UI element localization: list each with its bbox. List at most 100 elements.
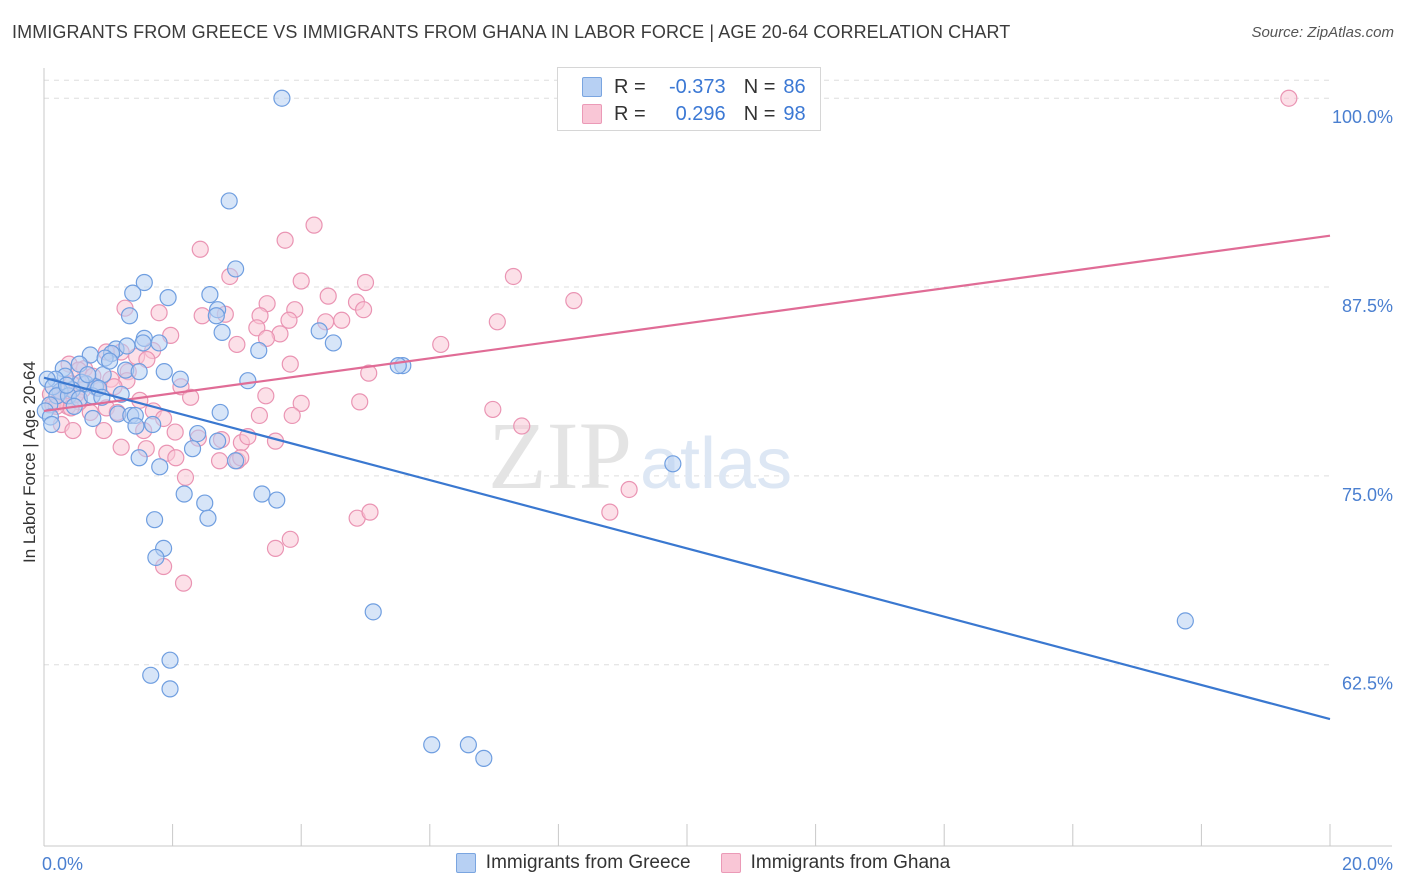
greece-point [189, 424, 207, 443]
ghana-point [484, 400, 502, 419]
greece-point [201, 286, 219, 304]
series-legend: Immigrants from Greece Immigrants from G… [0, 852, 1406, 874]
ghana-point [174, 574, 193, 592]
ghana-points [41, 89, 1298, 592]
ghana-point [283, 406, 301, 425]
ghana-point [292, 272, 310, 290]
chart-title: IMMIGRANTS FROM GREECE VS IMMIGRANTS FRO… [12, 22, 1011, 42]
ghana-point [292, 394, 310, 412]
greece-points [36, 89, 1194, 767]
greece-point [268, 491, 286, 509]
greece-point [250, 341, 268, 360]
greece-point [151, 458, 169, 476]
greece-point [150, 334, 168, 352]
watermark-zip: ZIP [488, 402, 632, 509]
ghana-point [281, 355, 299, 373]
greece-r-value: -0.373 [668, 75, 726, 98]
greece-r-label: R = [614, 75, 646, 98]
greece-point [475, 749, 493, 767]
greece-point [145, 511, 164, 529]
ghana-point [266, 539, 285, 557]
legend-item-ghana[interactable]: Immigrants from Ghana [720, 852, 950, 874]
ghana-point [565, 292, 583, 310]
ghana-point [351, 393, 369, 411]
y-tick-label: 62.5% [1342, 674, 1393, 694]
ghana-point [333, 311, 351, 329]
greece-point [155, 363, 173, 381]
greece-point [213, 323, 231, 341]
ghana-point [167, 449, 185, 467]
ghana-point [504, 267, 522, 286]
greece-point [135, 273, 153, 292]
legend-item-greece[interactable]: Immigrants from Greece [455, 852, 691, 874]
greece-point [43, 415, 61, 434]
greece-point [239, 372, 257, 390]
y-tick-label: 100.0% [1332, 107, 1393, 127]
greece-point [273, 89, 291, 107]
greece-point [227, 260, 245, 278]
greece-point [144, 415, 162, 434]
ghana-point [176, 468, 195, 486]
greece-point [310, 322, 328, 340]
ghana-point [361, 503, 379, 521]
ghana-point [248, 319, 266, 337]
ghana-trend-line [43, 234, 1331, 413]
greece-point [324, 334, 342, 352]
trend-lines [43, 234, 1331, 721]
greece-point [147, 548, 165, 567]
y-tick-label: 75.0% [1342, 485, 1393, 505]
ghana-point [166, 423, 184, 441]
correlation-legend: R = -0.373 N = 86 R = 0.296 N = 98 [557, 67, 821, 131]
greece-point [171, 370, 189, 388]
ghana-point [354, 301, 373, 319]
greece-legend-label: Immigrants from Greece [485, 852, 691, 873]
greece-point [389, 357, 407, 375]
ghana-point [513, 417, 531, 435]
ghana-point [488, 313, 506, 331]
greece-n-label: N = [743, 75, 776, 98]
ghana-point [228, 335, 246, 354]
greece-trend-line [43, 376, 1331, 721]
greece-point [130, 449, 148, 467]
ghana-point [131, 391, 149, 409]
ghana-point [150, 304, 168, 322]
ghana-point [280, 311, 298, 329]
greece-point [120, 307, 139, 325]
greece-point [79, 366, 97, 384]
greece-point [199, 509, 217, 527]
greece-point [364, 603, 382, 621]
greece-point [161, 651, 179, 669]
ghana-legend-swatch [720, 853, 741, 873]
axes [43, 68, 1392, 847]
greece-point [84, 409, 102, 428]
ghana-point [112, 438, 130, 456]
ghana-point [64, 421, 82, 440]
grid-lines [44, 79, 1330, 666]
greece-point [209, 432, 227, 450]
greece-point [220, 192, 238, 210]
ghana-point [356, 273, 375, 292]
ghana-n-label: N = [743, 102, 776, 125]
ghana-point [1280, 89, 1298, 107]
greece-point [211, 403, 229, 422]
greece-swatch [582, 77, 602, 97]
ghana-r-value: 0.296 [675, 102, 726, 125]
x-tick-label: 0.0% [42, 854, 83, 874]
ghana-point [620, 480, 638, 499]
greece-point [207, 307, 225, 325]
greece-point [118, 337, 136, 355]
ghana-swatch [582, 104, 602, 124]
x-tick-label: 20.0% [1342, 854, 1393, 874]
ghana-point [281, 530, 299, 548]
legend-row-greece: R = -0.373 N = 86 [582, 74, 806, 100]
greece-point [127, 417, 145, 435]
greece-point [124, 284, 142, 302]
ghana-point [182, 388, 200, 406]
ghana-point [95, 421, 113, 440]
ghana-point [138, 350, 156, 369]
greece-point [175, 485, 193, 503]
y-axis-label: In Labor Force | Age 20-64 [20, 361, 39, 563]
ghana-r-label: R = [614, 102, 646, 125]
greece-legend-swatch [455, 853, 476, 873]
